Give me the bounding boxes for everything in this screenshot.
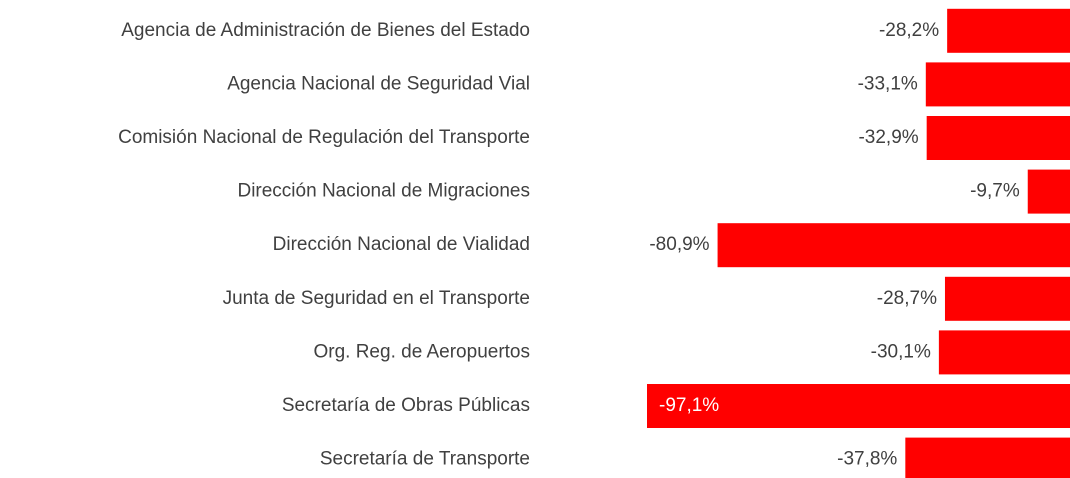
bar [944, 276, 1070, 321]
category-label: Dirección Nacional de Vialidad [273, 234, 530, 255]
category-label: Comisión Nacional de Regulación del Tran… [118, 127, 530, 148]
category-label: Junta de Seguridad en el Transporte [223, 288, 530, 309]
category-label: Secretaría de Transporte [320, 449, 530, 470]
value-label: -30,1% [871, 341, 931, 362]
category-label: Agencia Nacional de Seguridad Vial [227, 73, 530, 94]
category-label: Secretaría de Obras Públicas [282, 395, 530, 416]
value-label: -32,9% [858, 127, 918, 148]
value-label: -28,2% [879, 20, 939, 41]
bar [938, 330, 1070, 375]
category-label: Dirección Nacional de Migraciones [237, 181, 530, 202]
bar [926, 116, 1070, 160]
bar [947, 8, 1070, 53]
value-label: -37,8% [837, 449, 897, 470]
category-label: Agencia de Administración de Bienes del … [121, 20, 530, 41]
bar [905, 437, 1070, 478]
bar [647, 384, 1070, 428]
value-label: -9,7% [970, 181, 1020, 202]
value-label: -80,9% [649, 234, 709, 255]
bar [925, 62, 1070, 107]
value-label: -28,7% [877, 288, 937, 309]
value-label: -97,1% [659, 395, 719, 416]
value-label: -33,1% [858, 73, 918, 94]
category-label: Org. Reg. de Aeropuertos [313, 341, 530, 362]
bar [717, 223, 1070, 268]
bar [1027, 169, 1070, 214]
